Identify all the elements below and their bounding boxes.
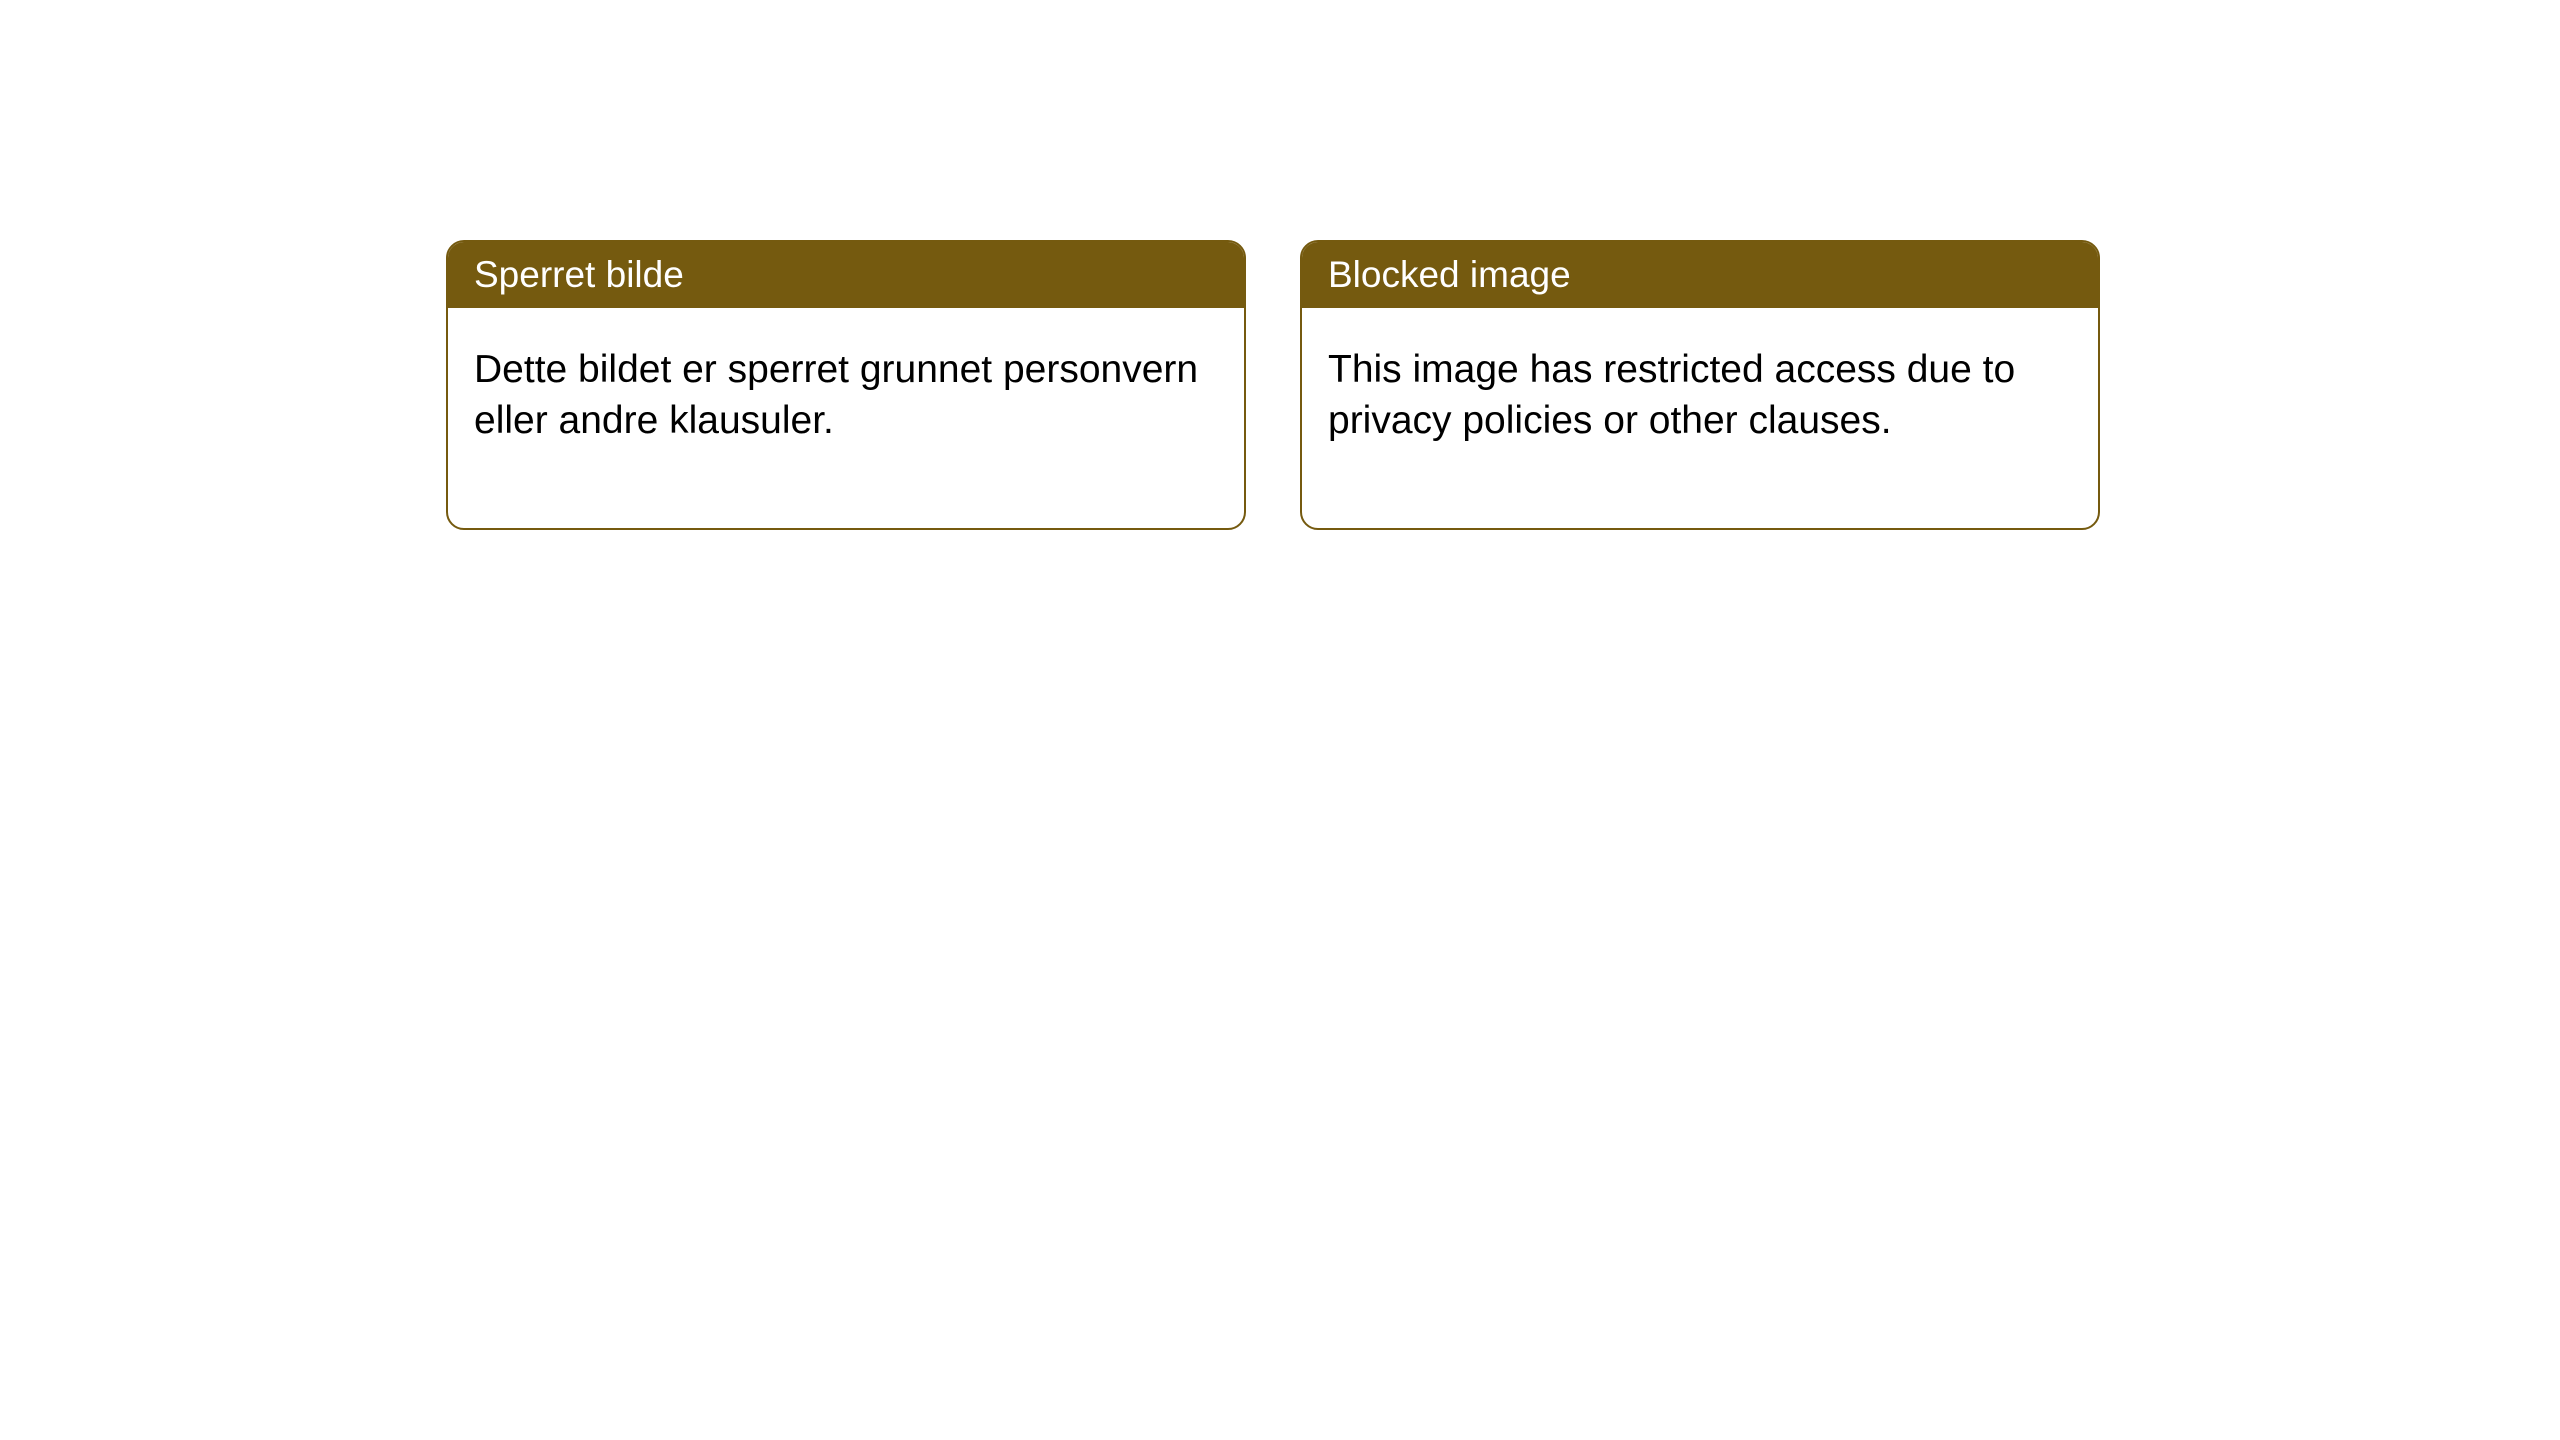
notice-container: Sperret bilde Dette bildet er sperret gr… — [0, 0, 2560, 530]
notice-card-nb: Sperret bilde Dette bildet er sperret gr… — [446, 240, 1246, 530]
notice-card-body: Dette bildet er sperret grunnet personve… — [448, 308, 1244, 528]
notice-card-en: Blocked image This image has restricted … — [1300, 240, 2100, 530]
notice-title: Blocked image — [1328, 254, 1571, 295]
notice-message: This image has restricted access due to … — [1328, 348, 2015, 442]
notice-card-header: Blocked image — [1302, 242, 2098, 308]
notice-title: Sperret bilde — [474, 254, 684, 295]
notice-card-body: This image has restricted access due to … — [1302, 308, 2098, 528]
notice-message: Dette bildet er sperret grunnet personve… — [474, 348, 1198, 442]
notice-card-header: Sperret bilde — [448, 242, 1244, 308]
